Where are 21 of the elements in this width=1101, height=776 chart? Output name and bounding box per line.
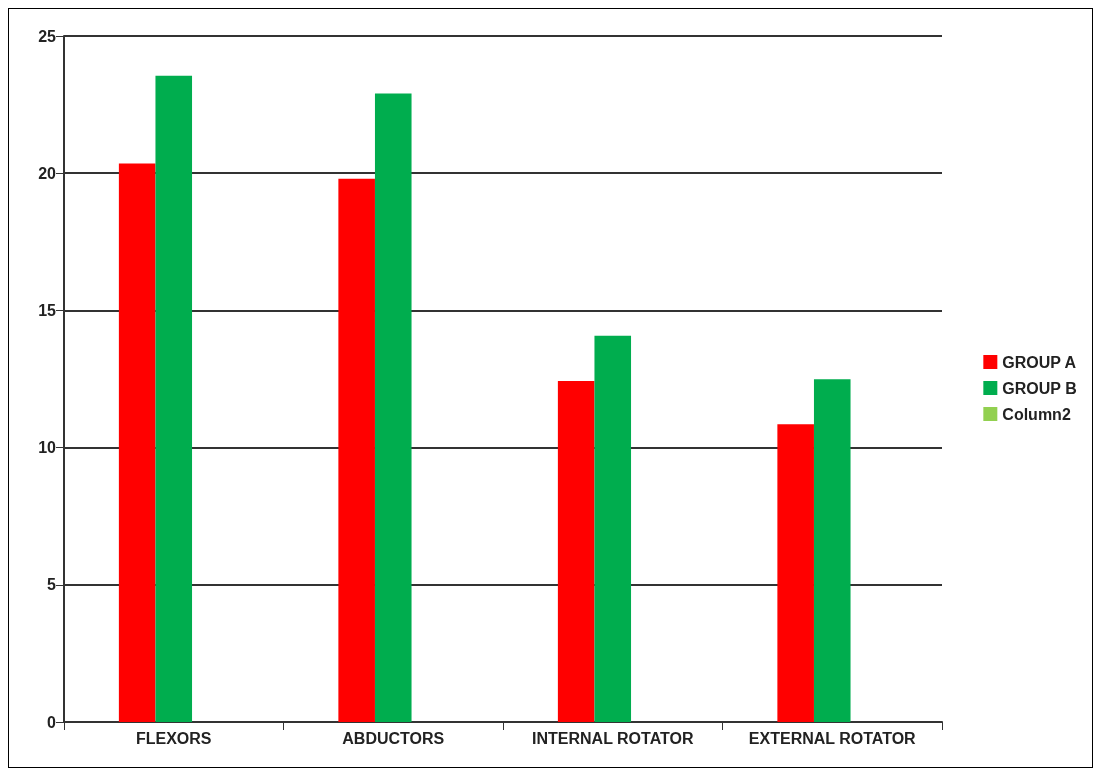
bar (118, 163, 156, 722)
y-tick-label: 20 (38, 164, 57, 182)
x-tick-label: ABDUCTORS (342, 729, 445, 747)
y-tick-label: 25 (38, 27, 57, 45)
bar (594, 335, 632, 722)
bar (557, 380, 595, 722)
legend-label: GROUP A (1002, 353, 1077, 371)
bar (155, 75, 193, 722)
x-tick-label: EXTERNAL ROTATOR (748, 729, 917, 747)
x-tick-label: FLEXORS (135, 729, 212, 747)
y-tick-label: 10 (38, 439, 57, 457)
bar (813, 379, 851, 722)
bar (777, 424, 814, 722)
bar (374, 93, 412, 722)
x-tick-label: INTERNAL ROTATOR (532, 729, 694, 747)
legend-label: GROUP B (1002, 379, 1077, 397)
legend-label: Column2 (1002, 405, 1071, 423)
bar (338, 178, 375, 722)
y-tick-label: 0 (47, 713, 57, 731)
y-tick-label: 15 (38, 301, 57, 319)
y-tick-label: 5 (47, 576, 57, 594)
